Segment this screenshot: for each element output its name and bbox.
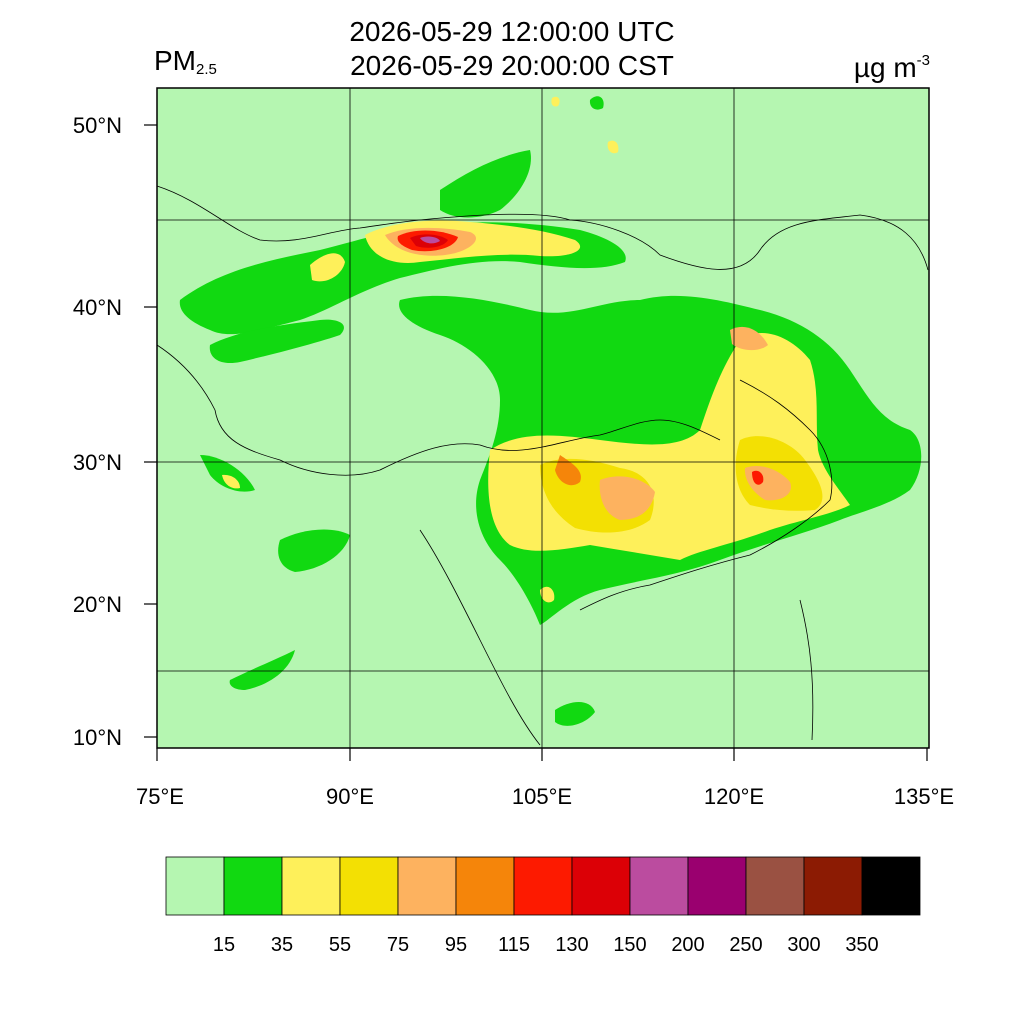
- lat-label-20: 20°N: [73, 592, 122, 617]
- unit-superscript: -3: [916, 52, 930, 69]
- legend-swatch: [397, 856, 457, 916]
- region-orange-chongqing: [555, 455, 581, 486]
- lon-label-90: 90°E: [326, 784, 374, 809]
- gridlines: [157, 88, 929, 748]
- lon-label-135: 135°E: [894, 784, 954, 809]
- border-south-west: [156, 344, 481, 476]
- axis-labels: 50°N 40°N 30°N 20°N 10°N 75°E 90°E 105°E…: [73, 113, 954, 809]
- legend-swatch: [165, 856, 225, 916]
- region-green-west: [209, 319, 344, 364]
- region-red-east: [752, 470, 764, 485]
- spot-north-3: [551, 96, 560, 107]
- legend-label: 35: [270, 934, 294, 956]
- region-green-india: [229, 650, 295, 690]
- legend-swatch: [513, 856, 573, 916]
- legend-swatch: [281, 856, 341, 916]
- title-utc: 2026-05-29 12:00:00 UTC: [349, 16, 675, 47]
- spot-north-2: [607, 140, 619, 154]
- legend-swatch: [745, 856, 805, 916]
- legend-label: 200: [671, 934, 705, 956]
- legend-label: 350: [845, 934, 879, 956]
- legend-swatch: [571, 856, 631, 916]
- legend-swatch: [339, 856, 399, 916]
- region-green-sw: [278, 529, 350, 572]
- region-yellow-west: [310, 253, 345, 282]
- region-green-tibet: [200, 455, 255, 492]
- legend-label: 95: [444, 934, 468, 956]
- unit-label: µg m-3: [854, 44, 930, 85]
- legend-swatch: [861, 856, 921, 916]
- variable-name: PM: [154, 45, 196, 76]
- region-lightorange-bohai: [730, 326, 768, 351]
- legend-swatch: [223, 856, 283, 916]
- map-frame: [156, 87, 930, 749]
- legend-swatch: [629, 856, 689, 916]
- legend-label: 300: [787, 934, 821, 956]
- legend-swatch: [687, 856, 747, 916]
- spot-south: [540, 586, 555, 603]
- legend-label: 150: [613, 934, 647, 956]
- lat-label-40: 40°N: [73, 295, 122, 320]
- legend-swatch: [455, 856, 515, 916]
- lon-label-105: 105°E: [512, 784, 572, 809]
- legend-label: 130: [555, 934, 589, 956]
- region-green-north: [440, 150, 531, 218]
- concentration-field: [179, 96, 922, 726]
- lon-label-75: 75°E: [136, 784, 184, 809]
- legend-label: 75: [386, 934, 410, 956]
- region-green-vietnam: [555, 702, 595, 726]
- legend-swatch: [803, 856, 863, 916]
- title-cst: 2026-05-29 20:00:00 CST: [350, 50, 674, 81]
- region-lightorange-south: [599, 476, 655, 520]
- border-islands: [799, 599, 814, 741]
- spot-yellow-tibet: [222, 474, 240, 489]
- legend-label: 15: [212, 934, 236, 956]
- lon-label-120: 120°E: [704, 784, 764, 809]
- unit-name: µg m: [853, 52, 917, 83]
- lat-label-10: 10°N: [73, 725, 122, 750]
- border-southeast-asia: [419, 529, 541, 746]
- lat-label-30: 30°N: [73, 450, 122, 475]
- axis-ticks: [144, 124, 928, 761]
- spot-north-1: [589, 96, 604, 110]
- region-magenta-north: [420, 236, 440, 244]
- variable-subscript: 2.5: [196, 61, 217, 78]
- legend-label: 250: [729, 934, 763, 956]
- coastline-east: [579, 379, 833, 611]
- legend-label: 115: [498, 934, 530, 956]
- legend-label: 55: [328, 934, 352, 956]
- border-inner: [479, 419, 721, 451]
- variable-label: PM2.5: [154, 44, 217, 87]
- lat-label-50: 50°N: [73, 113, 122, 138]
- color-legend: [165, 856, 921, 916]
